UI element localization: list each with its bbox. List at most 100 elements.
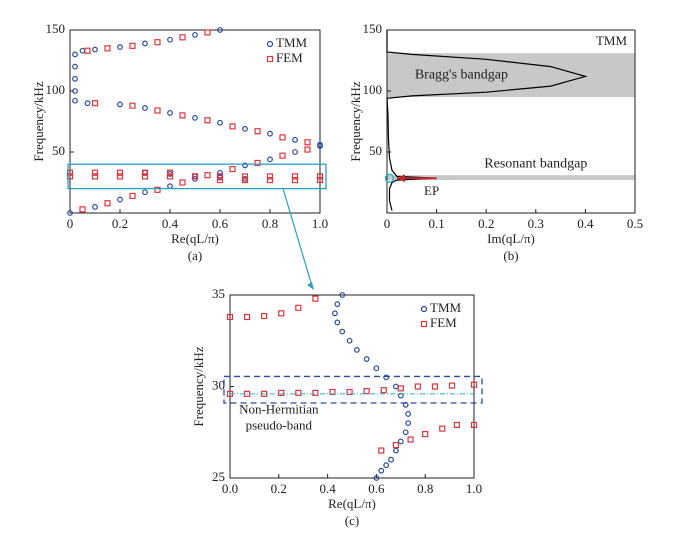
data-point bbox=[388, 456, 394, 463]
y-tick-label: 30 bbox=[212, 377, 225, 392]
band-label: Bragg's bandgap bbox=[415, 67, 508, 82]
data-point bbox=[217, 119, 223, 126]
data-point bbox=[141, 173, 149, 180]
data-point bbox=[393, 447, 399, 454]
legend-label: FEM bbox=[276, 50, 303, 65]
data-point bbox=[334, 319, 341, 326]
data-point bbox=[226, 313, 234, 321]
data-point bbox=[72, 75, 78, 82]
legend-marker bbox=[420, 320, 428, 328]
data-point bbox=[166, 173, 174, 180]
band bbox=[387, 175, 635, 181]
data-point bbox=[292, 136, 298, 143]
x-tick-label: 0.6 bbox=[212, 216, 229, 231]
data-point bbox=[154, 107, 161, 114]
data-point bbox=[229, 165, 236, 173]
y-tick-label: 50 bbox=[369, 143, 382, 158]
x-tick-label: 0.0 bbox=[222, 481, 238, 496]
annotation: EP bbox=[424, 183, 439, 198]
data-point bbox=[295, 389, 302, 397]
data-point bbox=[267, 156, 273, 163]
data-point bbox=[179, 112, 186, 119]
data-point bbox=[373, 365, 380, 372]
data-point bbox=[316, 173, 324, 180]
y-tick-label: 100 bbox=[46, 82, 66, 97]
data-point bbox=[414, 383, 421, 390]
data-point bbox=[373, 475, 380, 481]
data-point bbox=[167, 183, 173, 190]
data-point bbox=[397, 385, 404, 392]
data-point bbox=[363, 356, 370, 362]
x-tick-label: 1.0 bbox=[312, 216, 328, 231]
y-tick-label: 35 bbox=[212, 286, 225, 301]
data-point bbox=[431, 383, 439, 390]
x-tick-label: 0.1 bbox=[428, 216, 444, 231]
annotation: pseudo-band bbox=[246, 418, 313, 433]
x-axis-label: Re(qL/π) bbox=[328, 496, 376, 511]
data-point bbox=[346, 388, 353, 396]
data-point bbox=[117, 101, 123, 108]
x-tick-label: 0.2 bbox=[478, 216, 494, 231]
data-point bbox=[141, 169, 149, 176]
data-point bbox=[204, 117, 211, 124]
panel-label: (b) bbox=[503, 248, 518, 263]
data-point bbox=[254, 128, 261, 135]
zoom-arrow bbox=[282, 188, 313, 287]
panel-label: (a) bbox=[188, 248, 202, 263]
data-point bbox=[191, 173, 199, 180]
data-point bbox=[448, 382, 456, 389]
zoom-arrowhead bbox=[307, 282, 314, 290]
x-tick-label: 0.8 bbox=[262, 216, 278, 231]
data-point bbox=[304, 139, 311, 146]
data-point bbox=[91, 169, 99, 176]
data-point bbox=[79, 47, 86, 54]
data-point bbox=[405, 411, 412, 417]
data-point bbox=[339, 328, 346, 335]
data-point bbox=[329, 388, 336, 396]
y-tick-label: 150 bbox=[46, 21, 66, 36]
data-point bbox=[116, 169, 124, 176]
data-point bbox=[142, 189, 148, 196]
data-point bbox=[91, 100, 99, 107]
data-point bbox=[179, 34, 186, 41]
data-point bbox=[339, 292, 346, 298]
data-point bbox=[104, 200, 111, 207]
x-tick-label: 0.4 bbox=[162, 216, 179, 231]
ep-arrowhead bbox=[396, 174, 405, 183]
data-point bbox=[304, 146, 311, 153]
y-axis-label: Frequency/kHz bbox=[191, 346, 206, 426]
zoom-box bbox=[67, 163, 327, 190]
data-point bbox=[116, 173, 124, 180]
data-point bbox=[242, 162, 248, 169]
data-point bbox=[312, 389, 319, 397]
data-point bbox=[167, 110, 173, 116]
legend-marker bbox=[420, 305, 428, 313]
x-tick-label: 1.0 bbox=[466, 481, 482, 496]
x-axis-label: Re(qL/π) bbox=[171, 231, 219, 246]
data-point bbox=[92, 46, 98, 53]
y-axis-label: Frequency/kHz bbox=[31, 81, 46, 161]
data-point bbox=[117, 196, 123, 203]
plot-frame bbox=[69, 29, 321, 214]
annotation: Non-Hermitian bbox=[239, 401, 319, 416]
data-point bbox=[91, 173, 99, 180]
data-point bbox=[129, 102, 136, 109]
data-point bbox=[291, 173, 299, 180]
data-point bbox=[104, 45, 111, 52]
data-point bbox=[402, 429, 409, 436]
data-point bbox=[397, 438, 404, 445]
data-point bbox=[267, 130, 273, 137]
legend-marker bbox=[266, 40, 274, 48]
data-point bbox=[241, 176, 249, 184]
data-point bbox=[279, 152, 286, 159]
data-point bbox=[72, 51, 78, 58]
data-point bbox=[142, 40, 148, 47]
data-point bbox=[216, 173, 224, 180]
x-tick-label: 0.2 bbox=[112, 216, 128, 231]
x-tick-label: 0.3 bbox=[528, 216, 544, 231]
data-point bbox=[405, 420, 412, 427]
data-point bbox=[393, 383, 399, 390]
x-tick-label: 0.5 bbox=[627, 216, 643, 231]
data-point bbox=[383, 374, 390, 381]
